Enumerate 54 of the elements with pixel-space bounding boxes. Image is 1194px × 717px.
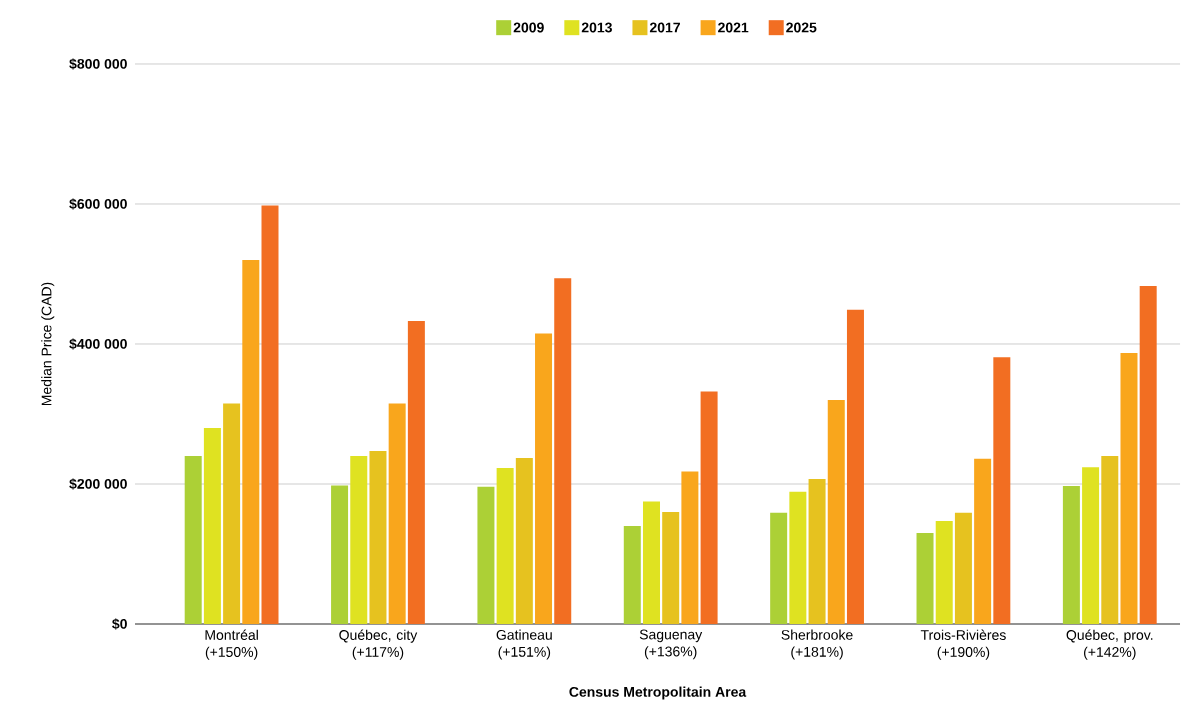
bar: [515, 458, 533, 624]
y-tick-label: $800 000: [69, 58, 127, 70]
x-tick-label: Québec, city (+117%): [339, 629, 418, 660]
x-tick-label: Trois-Rivières (+190%): [920, 629, 1006, 660]
bar: [1062, 486, 1080, 624]
x-tick-label: Saguenay (+136%): [639, 629, 703, 660]
bar: [974, 458, 992, 624]
y-tick-label: $200 000: [69, 478, 127, 490]
legend-label: 2025: [786, 22, 817, 33]
legend-label: 2009: [513, 22, 544, 33]
bar: [1120, 353, 1138, 624]
bar: [954, 512, 972, 624]
bar: [223, 403, 241, 624]
x-tick-label: Québec, prov. (+142%): [1066, 629, 1153, 660]
legend-label: 2021: [718, 22, 749, 33]
x-tick-label: Montréal (+150%): [205, 629, 258, 660]
bar: [535, 333, 553, 624]
bar: [993, 357, 1011, 624]
x-tick-label: Sherbrooke (+181%): [781, 629, 853, 660]
y-tick-label: $400 000: [69, 338, 127, 350]
bar: [388, 403, 406, 624]
bar: [554, 278, 572, 624]
bar: [331, 485, 349, 624]
bar: [1101, 456, 1119, 624]
bar: [789, 491, 807, 624]
bar: [770, 512, 788, 624]
bar: [1082, 467, 1100, 624]
y-axis-title: Median Price (CAD): [41, 282, 55, 406]
bar: [261, 205, 279, 624]
bar: [846, 309, 864, 624]
bar: [184, 456, 202, 624]
legend-label: 2013: [581, 22, 612, 33]
bar: [916, 533, 934, 624]
bar: [407, 320, 425, 624]
bar: [242, 260, 260, 624]
x-axis-title: Census Metropolitain Area: [569, 686, 747, 700]
bar: [203, 428, 221, 624]
bar: [643, 501, 660, 624]
bar: [808, 479, 826, 624]
bar: [496, 467, 514, 624]
bar: [700, 391, 718, 624]
bar: [662, 512, 680, 624]
x-tick-label: Gatineau (+151%): [496, 629, 552, 660]
y-tick-label: $0: [112, 618, 127, 630]
y-tick-label: $600 000: [69, 198, 127, 210]
bar: [350, 456, 368, 624]
bar: [1139, 285, 1157, 624]
bar: [369, 451, 387, 624]
bar: [681, 471, 699, 624]
bar: [935, 521, 953, 624]
bar: [477, 486, 495, 624]
legend-label: 2017: [649, 22, 680, 33]
bar: [623, 526, 641, 624]
bar: [827, 400, 845, 624]
